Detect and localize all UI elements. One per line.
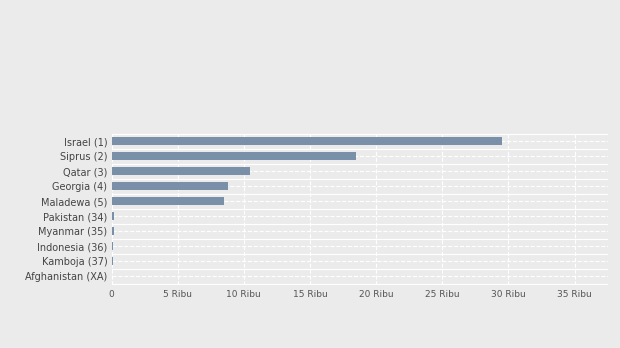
Bar	[112, 182, 228, 190]
Bar	[112, 152, 356, 160]
Bar	[112, 167, 250, 175]
Bar	[112, 197, 224, 205]
Bar	[112, 227, 113, 236]
Bar	[112, 212, 114, 220]
Bar	[112, 257, 113, 266]
Bar	[112, 137, 502, 145]
Bar	[112, 242, 113, 251]
